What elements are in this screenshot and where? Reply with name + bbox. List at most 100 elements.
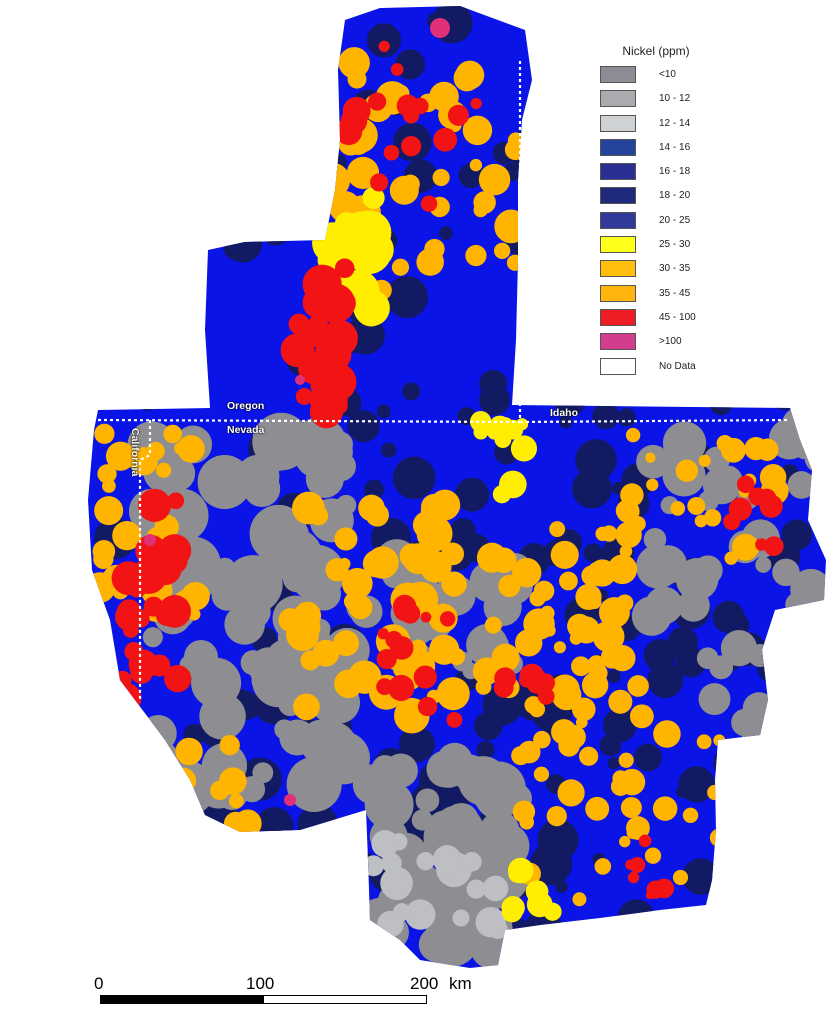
state-label-california: California bbox=[129, 428, 141, 477]
scale-segment-black bbox=[100, 995, 264, 1004]
concentration-blob bbox=[105, 441, 135, 471]
concentration-blob bbox=[745, 173, 764, 192]
concentration-blob bbox=[418, 926, 455, 963]
concentration-blob bbox=[191, 657, 242, 708]
concentration-blob bbox=[167, 492, 185, 510]
concentration-blob bbox=[694, 514, 708, 528]
concentration-blob bbox=[141, 60, 171, 90]
concentration-blob bbox=[619, 835, 631, 848]
concentration-blob bbox=[139, 715, 177, 752]
concentration-blob bbox=[646, 889, 656, 899]
concentration-blob bbox=[585, 796, 610, 821]
concentration-blob bbox=[672, 869, 689, 886]
concentration-blob bbox=[316, 285, 342, 311]
legend-row: 16 - 18 bbox=[598, 163, 708, 187]
concentration-blob bbox=[721, 807, 766, 852]
concentration-blob bbox=[608, 600, 624, 615]
concentration-blob bbox=[620, 796, 642, 819]
concentration-blob bbox=[625, 427, 641, 443]
concentration-blob bbox=[106, 91, 139, 124]
concentration-blob bbox=[643, 639, 677, 672]
concentration-blob bbox=[219, 734, 240, 756]
concentration-blob bbox=[728, 497, 752, 521]
concentration-blob bbox=[738, 177, 766, 206]
concentration-blob bbox=[429, 634, 460, 665]
concentration-blob bbox=[295, 388, 313, 405]
concentration-blob bbox=[378, 40, 390, 52]
legend-row: 45 - 100 bbox=[598, 308, 708, 333]
concentration-blob bbox=[804, 426, 826, 456]
concentration-blob bbox=[364, 479, 384, 500]
concentration-blob bbox=[794, 291, 826, 328]
concentration-blob bbox=[536, 673, 556, 693]
concentration-blob bbox=[313, 364, 345, 396]
concentration-blob bbox=[581, 565, 602, 586]
concentration-blob bbox=[371, 830, 399, 858]
concentration-blob bbox=[763, 13, 780, 30]
legend-row: 35 - 45 bbox=[598, 284, 708, 309]
legend-label: 12 - 14 bbox=[659, 117, 691, 129]
concentration-blob bbox=[88, 874, 101, 897]
concentration-blob bbox=[399, 646, 410, 657]
concentration-blob bbox=[402, 382, 421, 401]
concentration-blob bbox=[388, 674, 415, 702]
concentration-blob bbox=[549, 521, 566, 538]
concentration-blob bbox=[298, 924, 343, 968]
concentration-blob bbox=[412, 97, 429, 115]
concentration-blob bbox=[402, 543, 434, 575]
legend-swatch bbox=[600, 138, 636, 156]
concentration-blob bbox=[501, 901, 523, 923]
concentration-blob bbox=[327, 431, 353, 457]
concentration-blob bbox=[184, 872, 229, 917]
concentration-blob bbox=[743, 52, 778, 87]
legend-label: 10 - 12 bbox=[659, 93, 691, 105]
concentration-blob bbox=[676, 784, 690, 799]
concentration-blob bbox=[366, 23, 402, 58]
concentration-blob bbox=[804, 349, 819, 364]
concentration-blob bbox=[517, 740, 541, 764]
concentration-blob bbox=[458, 756, 508, 806]
concentration-blob bbox=[559, 415, 573, 429]
concentration-blob bbox=[559, 571, 578, 591]
concentration-blob bbox=[293, 693, 320, 721]
concentration-blob bbox=[786, 79, 805, 98]
concentration-blob bbox=[436, 677, 470, 711]
concentration-blob bbox=[493, 242, 511, 259]
concentration-blob bbox=[731, 708, 759, 737]
concentration-blob bbox=[245, 902, 288, 944]
concentration-blob bbox=[812, 78, 826, 104]
legend-swatch bbox=[600, 163, 636, 181]
concentration-blob bbox=[627, 871, 640, 884]
concentration-blob bbox=[148, 654, 171, 677]
concentration-blob bbox=[799, 425, 826, 460]
concentration-blob bbox=[600, 525, 618, 542]
legend-label: 45 - 100 bbox=[659, 311, 696, 323]
concentration-blob bbox=[334, 527, 358, 551]
concentration-blob bbox=[223, 234, 250, 261]
concentration-blob bbox=[572, 697, 596, 722]
concentration-blob bbox=[377, 910, 404, 938]
concentration-blob bbox=[129, 447, 158, 476]
concentration-blob bbox=[533, 730, 551, 749]
concentration-blob bbox=[593, 922, 633, 962]
legend-swatch bbox=[600, 114, 636, 132]
concentration-blob bbox=[331, 397, 348, 415]
concentration-blob bbox=[507, 857, 534, 884]
concentration-blob bbox=[113, 670, 132, 690]
legend-label: 35 - 45 bbox=[659, 287, 691, 299]
legend-swatch bbox=[600, 187, 636, 205]
legend-row: 18 - 20 bbox=[598, 187, 708, 211]
legend: Nickel (ppm) <10 10 - 12 12 - 14 14 - 16 16 … bbox=[598, 44, 708, 382]
concentration-blob bbox=[638, 834, 652, 848]
concentration-blob bbox=[736, 475, 755, 494]
concentration-blob bbox=[750, 59, 775, 84]
concentration-blob bbox=[703, 509, 722, 527]
concentration-blob bbox=[376, 678, 393, 696]
concentration-blob bbox=[163, 875, 180, 892]
concentration-blob bbox=[718, 178, 739, 200]
concentration-blob bbox=[510, 435, 538, 462]
legend-swatch bbox=[600, 333, 636, 351]
concentration-blob bbox=[782, 669, 800, 687]
scale-tick-200: 200 bbox=[410, 974, 439, 993]
concentration-blob bbox=[430, 18, 450, 38]
